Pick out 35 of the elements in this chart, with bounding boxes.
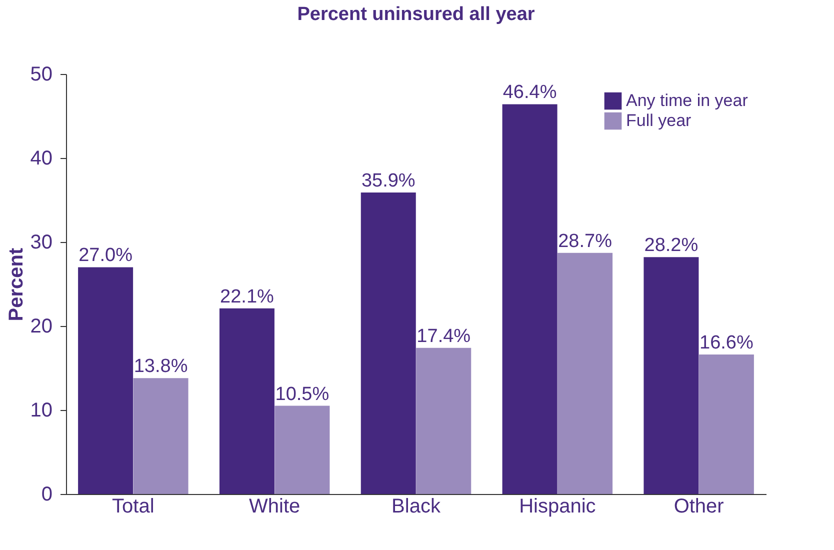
legend-label: Any time in year	[626, 91, 748, 110]
y-axis-title: Percent	[5, 247, 28, 322]
bar	[133, 378, 188, 494]
y-tick-label: 10	[30, 400, 52, 422]
bar	[219, 308, 274, 494]
data-label: 35.9%	[361, 170, 416, 192]
data-label: 17.4%	[416, 326, 471, 347]
x-tick-label: White	[249, 496, 300, 518]
bar	[78, 267, 134, 494]
bar	[274, 406, 330, 494]
x-tick-label: Total	[112, 496, 154, 518]
data-label: 22.1%	[220, 286, 274, 308]
data-label: 16.6%	[700, 332, 754, 354]
y-tick-label: 0	[41, 484, 52, 506]
x-tick-label: Other	[674, 496, 724, 518]
data-label: 27.0%	[78, 245, 133, 266]
chart-title: Percent uninsured all year	[297, 4, 536, 25]
bar	[416, 348, 472, 494]
legend-label: Full year	[626, 111, 692, 130]
data-label: 10.5%	[275, 384, 330, 405]
data-label: 46.4%	[502, 82, 557, 104]
bar	[360, 192, 416, 494]
bar	[698, 354, 754, 494]
y-tick-label: 40	[30, 148, 52, 170]
bar	[558, 252, 613, 494]
data-label: 28.2%	[644, 235, 698, 256]
data-label: 13.8%	[134, 356, 188, 378]
x-tick-label: Hispanic	[519, 496, 596, 518]
y-tick-label: 20	[30, 316, 52, 338]
y-tick-label: 50	[30, 64, 52, 86]
data-label: 28.7%	[558, 230, 612, 252]
y-tick-label: 30	[30, 232, 52, 254]
x-tick-label: Black	[392, 496, 442, 518]
bar	[644, 257, 699, 494]
bar	[502, 104, 558, 494]
